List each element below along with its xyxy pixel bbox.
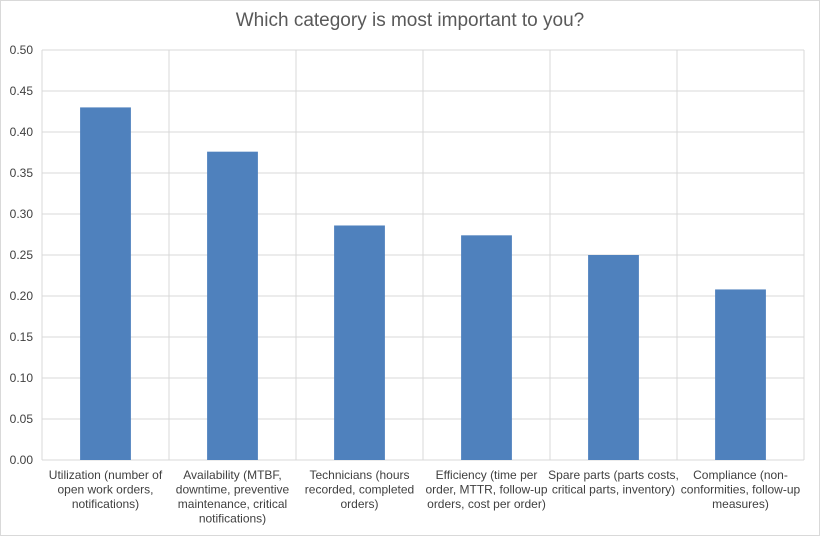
x-category-label: Compliance (non-conformities, follow-up m… [681, 468, 801, 511]
y-tick-label: 0.40 [10, 125, 34, 139]
y-tick-label: 0.00 [10, 453, 34, 467]
bar [461, 235, 512, 460]
x-category-label: Spare parts (parts costs, critical parts,… [548, 468, 679, 497]
x-category-label: Utilization (number of open work orders, n… [49, 468, 163, 511]
x-category-label-line: notifications) [72, 497, 139, 511]
y-tick-label: 0.20 [10, 289, 34, 303]
x-category-label-line: orders, cost per order) [427, 497, 546, 511]
y-tick-label: 0.30 [10, 207, 34, 221]
bar [715, 289, 766, 460]
bar [334, 225, 385, 460]
x-category-label-line: Compliance (non- [693, 468, 788, 482]
bars [80, 107, 766, 461]
x-category-label: Availability (MTBF, downtime, preventive m… [176, 468, 290, 526]
y-tick-label: 0.15 [10, 330, 34, 344]
x-category-label-line: maintenance, critical [178, 497, 287, 511]
y-tick-label: 0.10 [10, 371, 34, 385]
y-tick-label: 0.35 [10, 166, 34, 180]
bar [207, 151, 258, 460]
x-category-label-line: orders) [340, 497, 378, 511]
x-category-label-line: Utilization (number of [49, 468, 163, 482]
x-category-label-line: critical parts, inventory) [552, 483, 675, 497]
y-tick-label: 0.45 [10, 84, 34, 98]
x-category-label-line: Technicians (hours [309, 468, 409, 482]
x-category-label-line: downtime, preventive [176, 483, 290, 497]
x-category-label: Technicians (hours recorded, completed ord… [305, 468, 414, 511]
x-axis-categories: Utilization (number of open work orders, n… [49, 468, 801, 526]
y-tick-label: 0.25 [10, 248, 34, 262]
x-category-label-line: conformities, follow-up [681, 483, 801, 497]
chart-title: Which category is most important to you? [235, 10, 585, 31]
x-category-label-line: open work orders, [57, 483, 153, 497]
x-category-label: Efficiency (time per order, MTTR, follow-… [425, 468, 547, 511]
x-category-label-line: Spare parts (parts costs, [548, 468, 679, 482]
x-category-label-line: order, MTTR, follow-up [425, 483, 547, 497]
x-category-label-line: measures) [712, 497, 769, 511]
y-axis-ticks: 0.00 0.05 0.10 0.15 0.20 0.25 0.30 0.35 0.40 0.45… [10, 43, 34, 467]
x-category-label-line: Availability (MTBF, [183, 468, 281, 482]
y-tick-label: 0.50 [10, 43, 34, 57]
x-category-label-line: recorded, completed [305, 483, 414, 497]
bar [588, 255, 639, 460]
x-category-label-line: Efficiency (time per [436, 468, 538, 482]
bar [80, 107, 131, 461]
gridlines [41, 49, 805, 461]
y-tick-label: 0.05 [10, 412, 34, 426]
x-category-label-line: notifications) [199, 512, 266, 526]
